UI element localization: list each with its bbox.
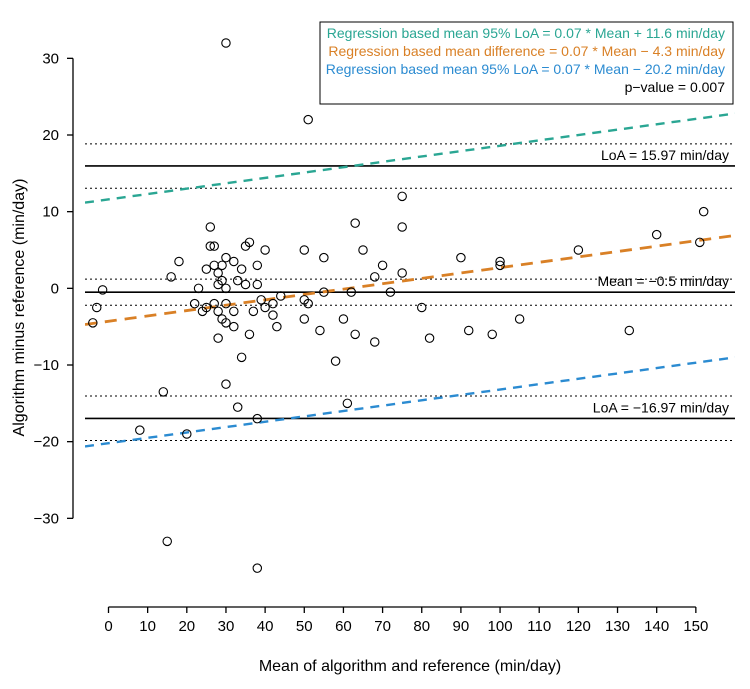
y-tick-label: 0 <box>51 280 59 297</box>
legend-item: Regression based mean 95% LoA = 0.07 * M… <box>326 61 725 77</box>
x-tick-label: 20 <box>178 618 195 635</box>
x-tick-label: 130 <box>605 618 630 635</box>
bland-altman-chart: LoA = 15.97 min/day Mean = −0.5 min/day Lo… <box>0 0 750 689</box>
x-tick-label: 150 <box>683 618 708 635</box>
y-tick-label: 20 <box>42 127 59 144</box>
x-tick-label: 100 <box>488 618 513 635</box>
y-tick-label: 30 <box>42 50 59 67</box>
y-tick-label: −20 <box>34 434 59 451</box>
y-tick-label: −30 <box>34 510 59 527</box>
x-tick-label: 70 <box>374 618 391 635</box>
x-tick-label: 140 <box>644 618 669 635</box>
y-tick-label: 10 <box>42 204 59 221</box>
reference-line-label: LoA = −16.97 min/day <box>593 399 729 415</box>
x-tick-label: 80 <box>413 618 430 635</box>
legend-item: Regression based mean 95% LoA = 0.07 * M… <box>327 25 725 41</box>
x-tick-label: 10 <box>139 618 156 635</box>
x-tick-label: 110 <box>527 618 551 635</box>
x-tick-label: 60 <box>335 618 352 635</box>
y-tick-label: −10 <box>34 357 59 374</box>
x-axis-label: Mean of algorithm and reference (min/day… <box>259 658 561 675</box>
legend-pvalue: p−value = 0.007 <box>625 79 726 95</box>
x-tick-label: 90 <box>453 618 470 635</box>
x-tick-label: 120 <box>566 618 591 635</box>
legend-item: Regression based mean difference = 0.07 … <box>328 43 725 59</box>
y-axis-label: Algorithm minus reference (min/day) <box>11 179 28 437</box>
x-tick-label: 30 <box>218 618 235 635</box>
x-tick-label: 50 <box>296 618 313 635</box>
reference-line-label: LoA = 15.97 min/day <box>601 147 729 163</box>
x-tick-label: 40 <box>257 618 274 635</box>
reference-line-label: Mean = −0.5 min/day <box>597 273 729 289</box>
x-tick-label: 0 <box>104 618 112 635</box>
